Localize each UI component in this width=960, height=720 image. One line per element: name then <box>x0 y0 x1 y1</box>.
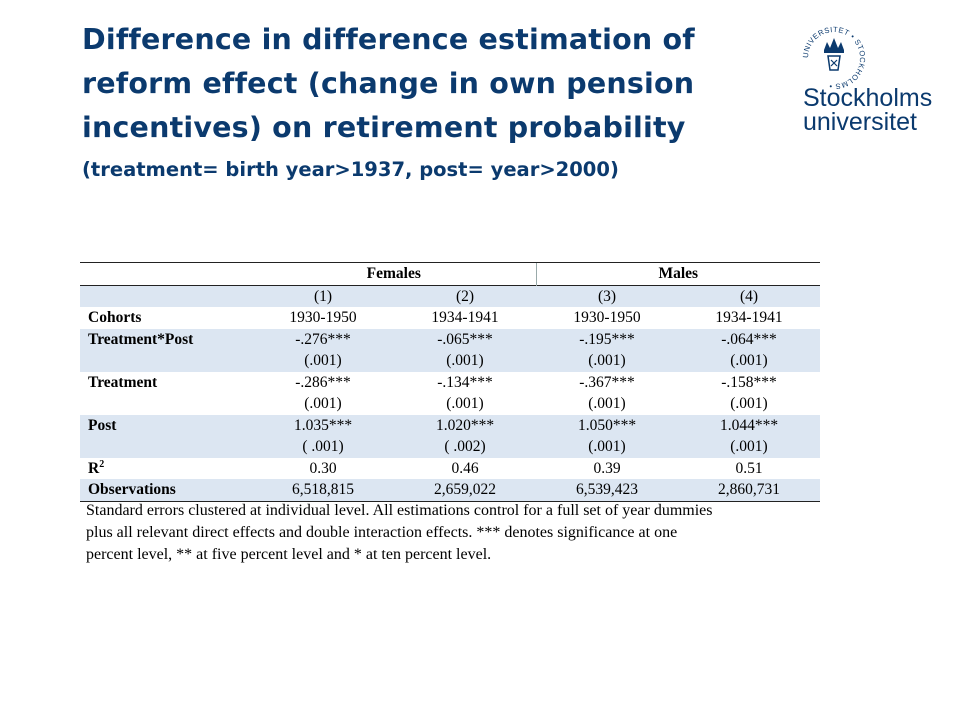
table-cell: 1934-1941 <box>431 309 499 326</box>
table-row-treatment: Treatment -.286*** -.134*** -.367*** -.1… <box>80 372 820 394</box>
table-cell: -.158*** <box>721 373 777 391</box>
table-cell: 1930-1950 <box>573 309 641 326</box>
group-males: Males <box>535 262 820 285</box>
table-cell: 2,860,731 <box>678 479 820 502</box>
table-cell: 1930-1950 <box>289 309 357 326</box>
table-cell: 0.46 <box>451 459 479 477</box>
table-cell: (.001) <box>678 350 820 372</box>
empty-cell <box>80 393 252 415</box>
footnote-line-2: plus all relevant direct effects and dou… <box>86 524 678 541</box>
footnote-line-1: Standard errors clustered at individual … <box>86 502 713 519</box>
table-cell: 0.30 <box>309 459 337 477</box>
logo-ring-text: UNIVERSITET • STOCKHOLMS • <box>801 26 867 91</box>
table-cell: 1.050*** <box>536 414 678 436</box>
table-row-observations: Observations 6,518,815 2,659,022 6,539,4… <box>80 479 820 502</box>
table-cell: -.286*** <box>295 373 351 391</box>
table-cell: (.001) <box>446 395 484 412</box>
table-row-treatment-se: (.001) (.001) (.001) (.001) <box>80 393 820 415</box>
table-cell: (.001) <box>678 436 820 458</box>
table-cell: -.065*** <box>394 328 536 350</box>
empty-cell <box>80 350 252 372</box>
table-cell: -.064*** <box>678 328 820 350</box>
table-cell: 0.39 <box>593 459 621 477</box>
crown-icon <box>824 38 844 71</box>
row-label: Treatment*Post <box>80 328 252 350</box>
slide-title: Difference in difference estimation of r… <box>82 18 782 150</box>
slide-subtitle: (treatment= birth year>1937, post= year>… <box>82 158 619 181</box>
table-cell: 1.035*** <box>252 414 394 436</box>
table-cell: -.195*** <box>536 328 678 350</box>
logo-line-1: Stockholms <box>803 84 933 112</box>
row-label: R2 <box>80 458 252 480</box>
logo-wordmark: Stockholms universitet <box>803 84 933 136</box>
table-cell: 2,659,022 <box>394 479 536 502</box>
table-cell: (.001) <box>304 395 342 412</box>
r2-label: R <box>88 459 100 477</box>
row-label: Treatment <box>88 373 158 391</box>
group-females: Females <box>252 262 536 285</box>
title-line-3: incentives) on retirement probability <box>82 111 686 144</box>
table-cell: (.001) <box>536 350 678 372</box>
table-cell: ( .002) <box>394 436 536 458</box>
table-cell: 6,539,423 <box>536 479 678 502</box>
table-colnum-row: (1) (2) (3) (4) <box>80 284 820 307</box>
footnote-line-3: percent level, ** at five percent level … <box>86 546 492 563</box>
table-cell: (.001) <box>252 350 394 372</box>
table-row-post-se: ( .001) ( .002) (.001) (.001) <box>80 436 820 458</box>
table-row-treatment-post: Treatment*Post -.276*** -.065*** -.195**… <box>80 328 820 350</box>
col-num: (4) <box>678 284 820 307</box>
university-logo: UNIVERSITET • STOCKHOLMS • <box>801 26 867 91</box>
empty-cell <box>80 436 252 458</box>
table-cell: 6,518,815 <box>252 479 394 502</box>
table-group-header-row: Females Males <box>80 262 820 285</box>
table-row-cohorts: Cohorts 1930-1950 1934-1941 1930-1950 19… <box>80 307 820 329</box>
table-row-post: Post 1.035*** 1.020*** 1.050*** 1.044*** <box>80 414 820 436</box>
regression-table: Females Males (1) (2) (3) (4) Cohorts 19… <box>80 262 820 502</box>
col-num: (2) <box>394 284 536 307</box>
table-cell: 1934-1941 <box>715 309 783 326</box>
table-row-r2: R2 0.30 0.46 0.39 0.51 <box>80 458 820 480</box>
table-cell: (.001) <box>588 395 626 412</box>
table-cell: (.001) <box>730 395 768 412</box>
table-cell: -.276*** <box>252 328 394 350</box>
table-cell: -.367*** <box>579 373 635 391</box>
row-label: Observations <box>80 479 252 502</box>
title-line-1: Difference in difference estimation of <box>82 23 695 56</box>
table-footnote: Standard errors clustered at individual … <box>86 500 826 566</box>
col-num: (3) <box>536 284 678 307</box>
empty-cell <box>80 262 252 285</box>
table-cell: -.134*** <box>437 373 493 391</box>
r2-superscript: 2 <box>99 458 105 470</box>
row-label: Cohorts <box>88 309 142 326</box>
title-line-2: reform effect (change in own pension <box>82 67 695 100</box>
table-row-treatment-post-se: (.001) (.001) (.001) (.001) <box>80 350 820 372</box>
logo-line-2: universitet <box>803 108 917 136</box>
svg-text:UNIVERSITET • STOCKHOLMS •: UNIVERSITET • STOCKHOLMS • <box>801 26 867 91</box>
table-cell: 1.020*** <box>394 414 536 436</box>
table-cell: (.001) <box>394 350 536 372</box>
col-num: (1) <box>252 284 394 307</box>
empty-cell <box>80 284 252 307</box>
table-cell: ( .001) <box>252 436 394 458</box>
row-label: Post <box>80 414 252 436</box>
table-cell: 1.044*** <box>678 414 820 436</box>
table-cell: (.001) <box>536 436 678 458</box>
table-cell: 0.51 <box>735 459 763 477</box>
